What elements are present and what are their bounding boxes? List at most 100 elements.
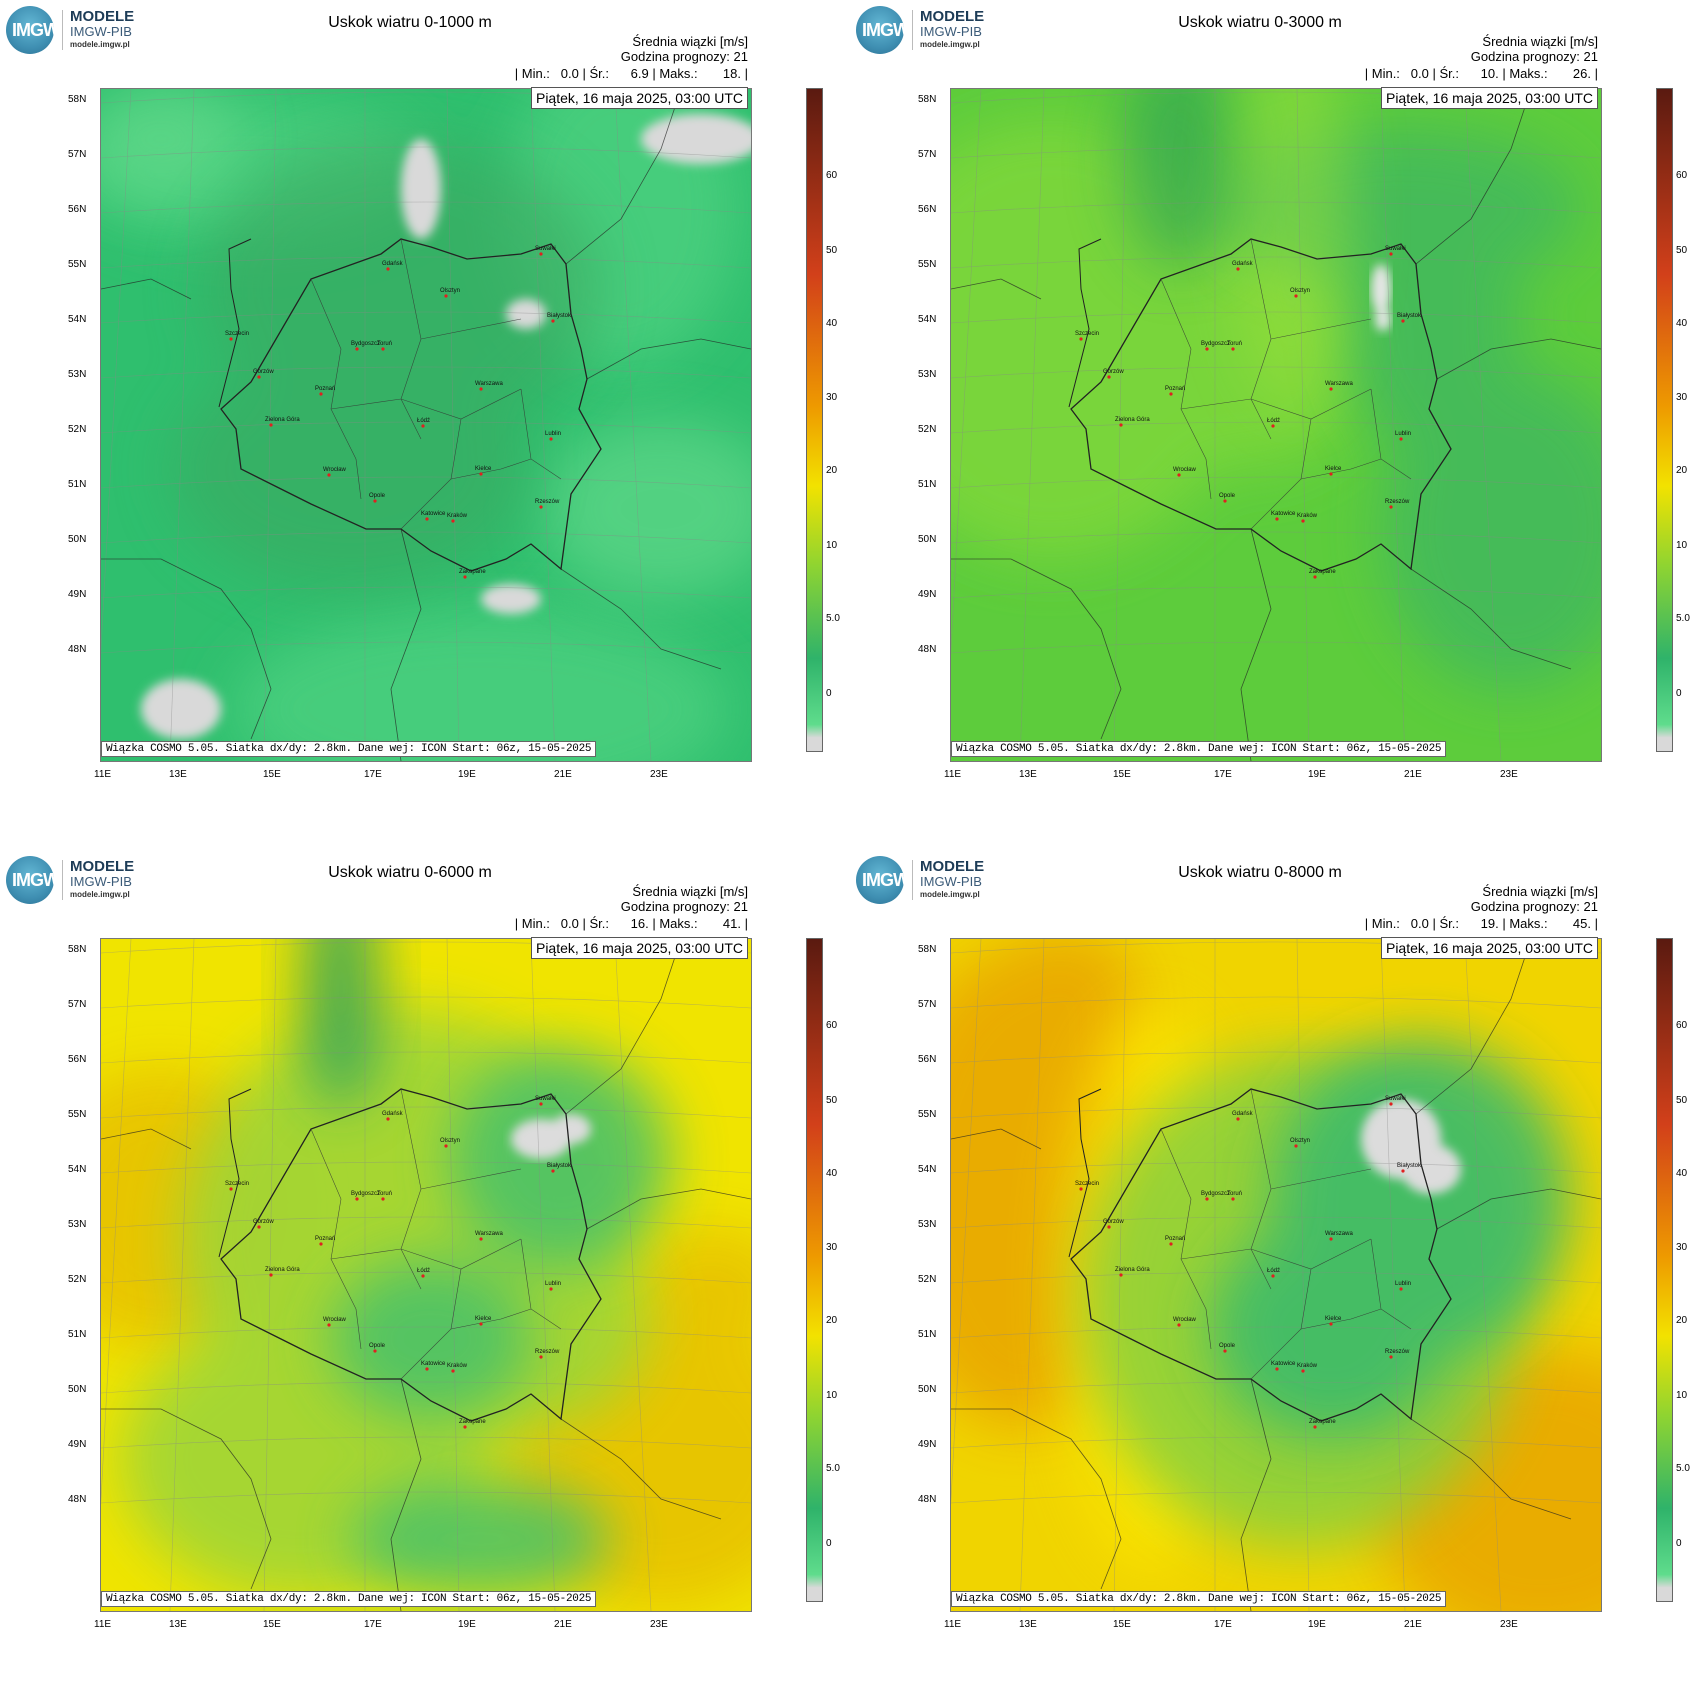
latitude-gridline [950,1051,1602,1064]
voivodeship-border [420,1168,522,1190]
longitude-gridline [1296,938,1310,1612]
city-marker [549,1287,553,1291]
colorbar [806,938,823,1602]
city-label: Kraków [1297,513,1318,519]
city-marker [539,505,543,509]
latitude-label: 58N [918,944,937,955]
country-border [1436,1188,1602,1230]
logo-line2: IMGW-PIB [920,24,982,39]
colorbar-label: 20 [826,465,838,476]
map-canvas: Gdańsk Suwałki Olsztyn Białystok Szczecin Byd… [851,9,1641,762]
city-label: Poznań [315,1236,335,1242]
info-block: Średnia wiązki [m/s] Godzina prognozy: 21 [1471,34,1598,64]
city-label: Rzeszów [1385,1349,1410,1355]
longitude-gridline [1019,938,1045,1612]
stat-value: 19. [1480,916,1499,931]
colorbar-label: 5.0 [826,613,840,624]
colorbar-label: 30 [826,1242,838,1253]
colorbar-label: 60 [826,1020,838,1031]
shear-field-region [481,584,541,614]
longitude-gridline [614,88,652,762]
city-marker [327,473,331,477]
city-marker [1271,1274,1275,1278]
logo-separator [912,860,913,900]
city-marker [269,423,273,427]
city-label: Warszawa [1325,381,1353,387]
voivodeship-border [355,458,362,500]
model-footer: Wiązka COSMO 5.05. Siatka dx/dy: 2.8km. … [101,741,597,757]
city-marker [551,319,555,323]
latitude-label: 50N [68,1384,87,1395]
colorbar-label: 10 [826,1390,838,1401]
latitude-gridline [100,256,752,269]
voivodeship-border [310,278,357,460]
shear-field-region [1401,1144,1461,1194]
stat-value: 0.0 [560,916,579,931]
longitude-label: 15E [263,769,281,780]
latitude-gridline [950,1161,1602,1174]
latitude-label: 49N [918,589,937,600]
voivodeship-border [1160,278,1207,460]
shear-field-region [506,299,546,329]
colorbar-label: 40 [826,318,838,329]
country-border [218,238,252,408]
colorbar-label: 30 [1676,392,1688,403]
country-border [101,558,272,740]
city-marker [1079,1187,1083,1191]
city-marker [549,437,553,441]
city-label: Kielce [475,466,492,472]
city-marker [1223,1349,1227,1353]
country-border [100,278,192,300]
latitude-label: 50N [68,534,87,545]
latitude-label: 56N [918,204,937,215]
longitude-label: 23E [1500,769,1518,780]
longitude-label: 11E [94,769,112,780]
city-label: Łódź [1267,1268,1280,1274]
city-label: Warszawa [1325,1231,1353,1237]
latitude-gridline [100,531,752,544]
longitude-gridline [944,88,982,762]
stat-value: Maks.: [659,66,698,81]
city-marker [551,1169,555,1173]
model-footer: Wiązka COSMO 5.05. Siatka dx/dy: 2.8km. … [101,1591,597,1607]
city-label: Rzeszów [1385,499,1410,505]
city-marker [1389,505,1393,509]
longitude-label: 15E [1113,769,1131,780]
forecast-hour-label: Godzina prognozy: 21 [620,49,748,64]
city-marker [1205,347,1209,351]
voivodeship-border [1250,238,1272,440]
latitude-label: 52N [918,1274,937,1285]
voivodeship-border [1180,1238,1372,1270]
city-marker [479,1322,483,1326]
colorbar-label: 60 [1676,1020,1688,1031]
colorbar-label: 5.0 [826,1463,840,1474]
latitude-label: 52N [68,1274,87,1285]
logo-line1: MODELE [70,8,135,25]
city-label: Białystok [1397,313,1422,319]
city-label: Zielona Góra [1115,417,1150,423]
panel-title: Uskok wiatru 0-8000 m [1178,864,1342,881]
city-marker [1177,473,1181,477]
city-label: Białystok [1397,1163,1422,1169]
city-label: Kraków [447,1363,468,1369]
country-border [1410,1418,1572,1520]
imgw-logo: IMGW MODELE IMGW-PIB modele.imgw.pl [6,6,156,56]
city-label: Zakopane [1309,569,1336,575]
country-border [1068,1088,1102,1258]
poland-border [1070,238,1452,572]
colorbar [1656,938,1673,1602]
longitude-gridline [530,938,556,1612]
voivodeship-border [420,318,522,340]
logo-mark-text: IMGW [12,20,60,40]
latitude-label: 56N [68,1054,87,1065]
stat-value: Min.: [1371,916,1400,931]
city-label: Kraków [447,513,468,519]
longitude-label: 11E [944,769,962,780]
country-border [560,1418,722,1520]
mean-label: Średnia wiązki [m/s] [1482,884,1598,899]
forecast-hour-label: Godzina prognozy: 21 [1470,49,1598,64]
colorbar-label: 40 [826,1168,838,1179]
logo-line2: IMGW-PIB [70,874,132,889]
longitude-label: 21E [554,769,572,780]
city-marker [373,1349,377,1353]
